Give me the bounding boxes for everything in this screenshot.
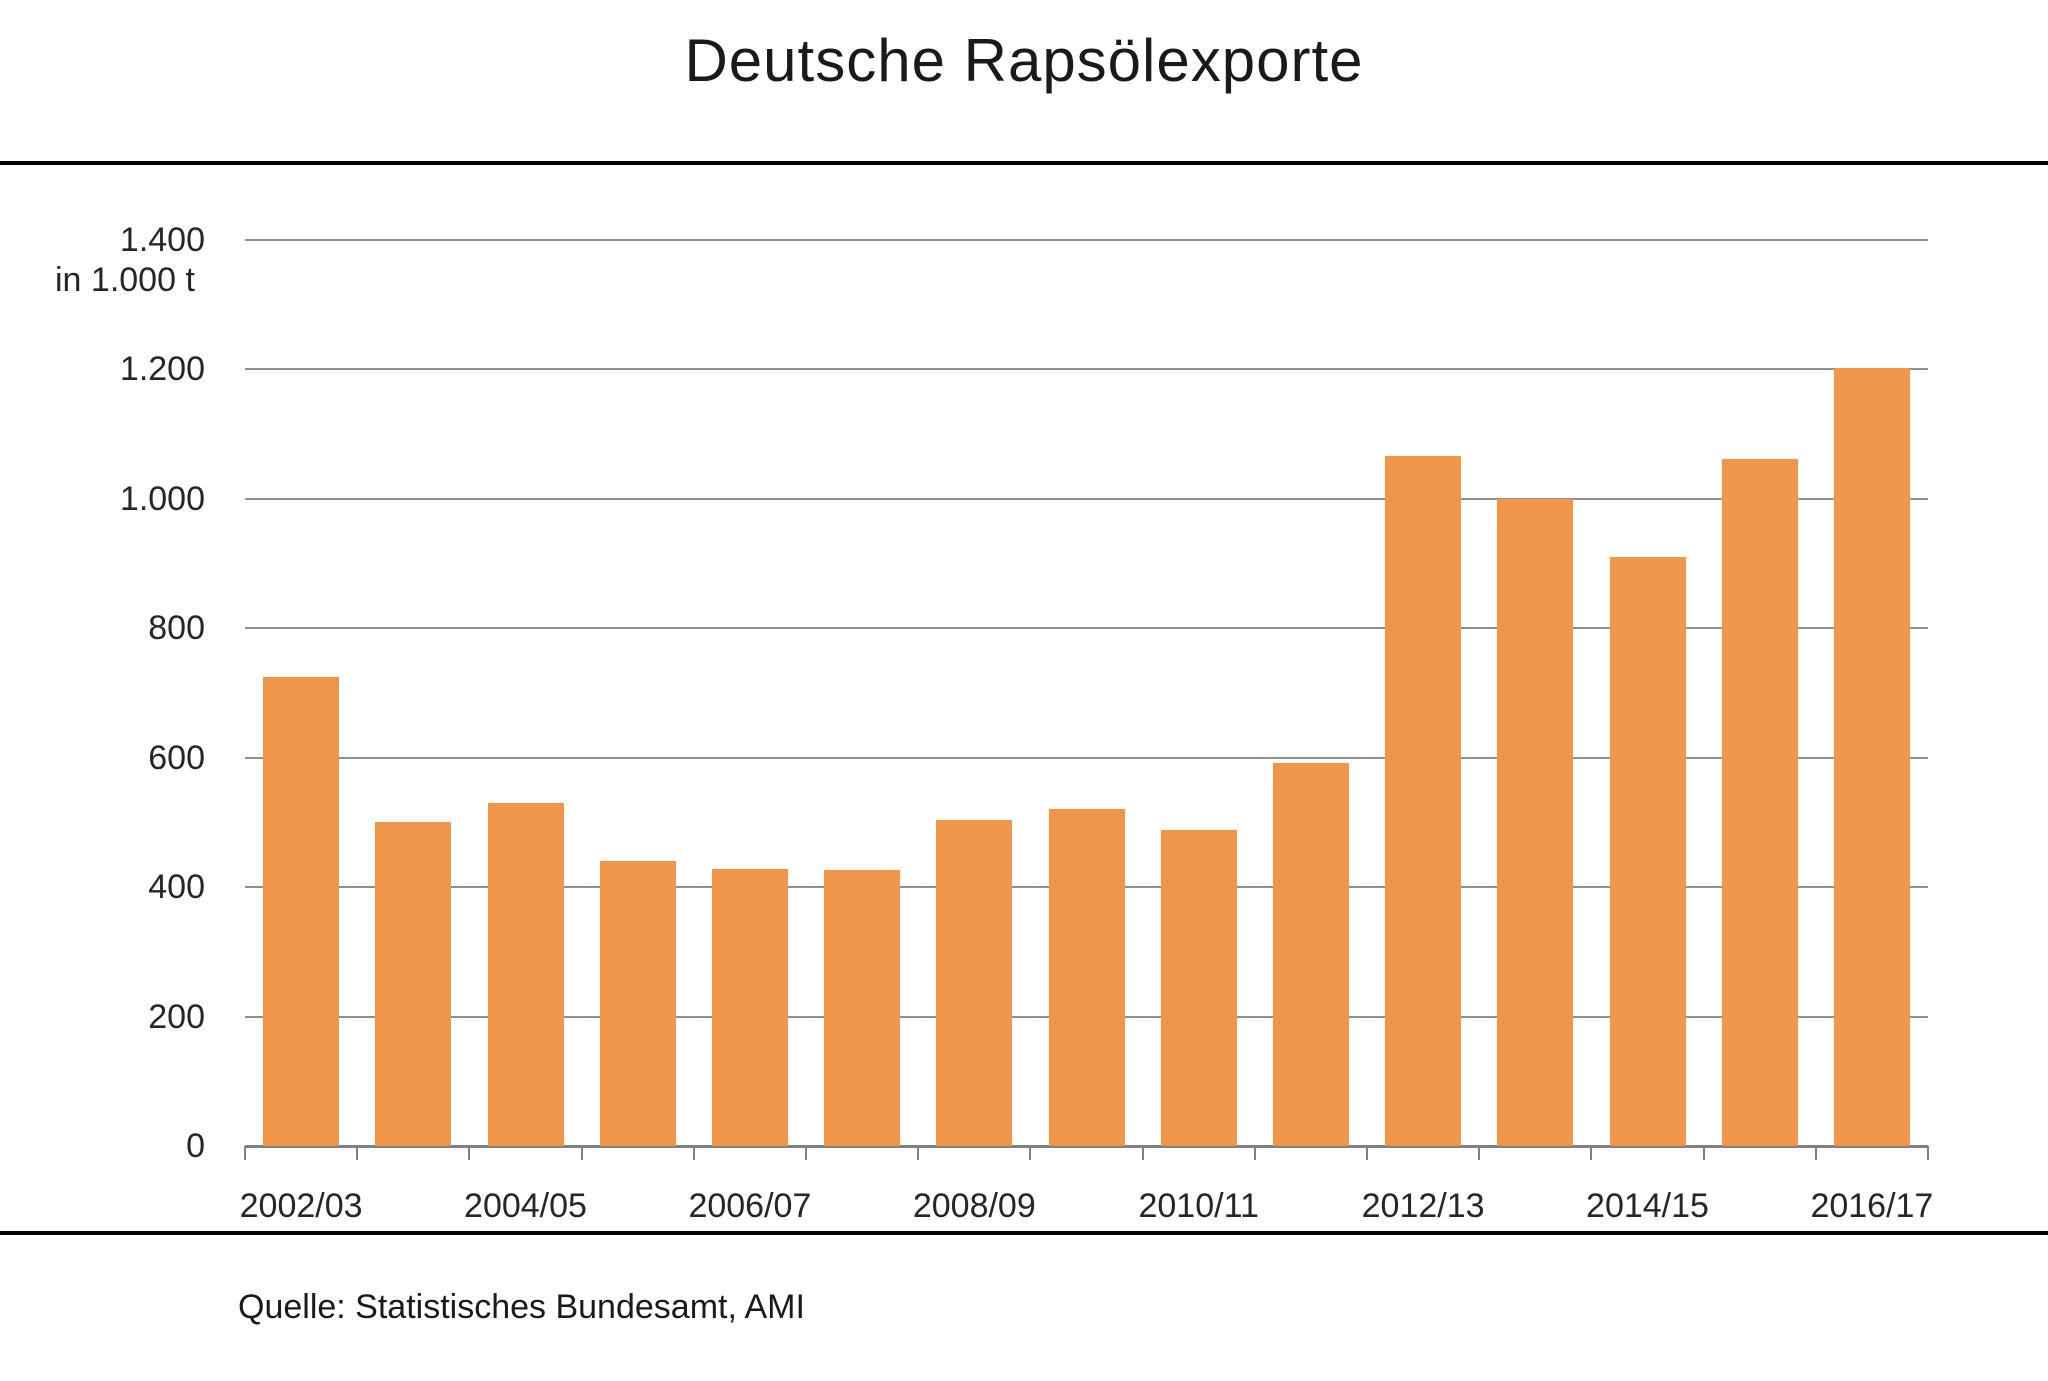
x-tick-label-2010-11: 2010/11 [1138,1187,1259,1225]
gridline-y-1.400 [245,238,1928,241]
bottom-divider-line [0,1231,2048,1235]
x-tick-label-2008-09: 2008/09 [912,1187,1036,1225]
bar-2002-03 [263,676,340,1146]
y-axis-unit-label: in 1.000 t [55,261,195,299]
x-tick-label-2002-03: 2002/03 [239,1187,363,1225]
y-tick-label: 200 [148,997,205,1036]
y-tick-label: 600 [148,738,205,777]
x-tick-label-2012-13: 2012/13 [1361,1187,1485,1225]
bar-2005-06 [599,861,676,1146]
x-axis-tick [1814,1146,1817,1160]
x-axis-tick [580,1146,583,1160]
x-axis-tick [1590,1146,1593,1160]
bar-2013-14 [1497,498,1574,1146]
x-axis-tick [1702,1146,1705,1160]
x-axis-tick [1927,1146,1929,1160]
bar-2014-15 [1609,556,1686,1146]
bar-2011-12 [1272,762,1349,1146]
bar-2008-09 [936,819,1013,1146]
x-axis-tick [1253,1146,1256,1160]
bar-2006-07 [711,868,788,1146]
chart-title: Deutsche Rapsölexporte [684,27,1364,94]
x-axis-tick [1029,1146,1032,1160]
y-tick-label: 800 [148,609,205,647]
x-axis-tick [1141,1146,1144,1160]
bar-2012-13 [1385,456,1462,1146]
bar-2015-16 [1721,459,1798,1146]
y-tick-label: 1.200 [119,350,205,388]
y-tick-label: 400 [148,868,205,906]
bar-2004-05 [487,802,564,1146]
top-divider-line [0,161,2048,165]
x-tick-label-2006-07: 2006/07 [688,1187,812,1225]
x-axis-tick [1478,1146,1481,1160]
bar-2003-04 [375,822,452,1146]
gridline-y-1.000 [245,497,1928,500]
x-axis-tick [468,1146,471,1160]
bar-2009-10 [1048,808,1125,1146]
gridline-y-800 [245,627,1928,629]
x-axis-tick [244,1146,246,1160]
x-axis-tick [805,1146,807,1160]
x-axis-tick [356,1146,359,1160]
y-tick-label: 1.400 [119,220,205,259]
bar-2010-11 [1160,830,1237,1146]
x-tick-label-2016-17: 2016/17 [1810,1187,1934,1225]
x-tick-label-2004-05: 2004/05 [464,1187,587,1225]
x-axis-tick [1366,1146,1368,1160]
source-caption: Quelle: Statistisches Bundesamt, AMI [238,1288,805,1326]
gridline-y-1.200 [245,368,1928,370]
gridline-y-600 [245,756,1928,759]
bar-2007-08 [824,869,901,1146]
y-tick-label: 0 [186,1127,205,1165]
x-axis-tick [692,1146,695,1160]
x-axis-tick [917,1146,920,1160]
x-axis-line [245,1145,1928,1148]
y-tick-label: 1.000 [119,479,205,518]
bar-2016-17 [1833,368,1910,1146]
x-tick-label-2014-15: 2014/15 [1586,1187,1709,1225]
